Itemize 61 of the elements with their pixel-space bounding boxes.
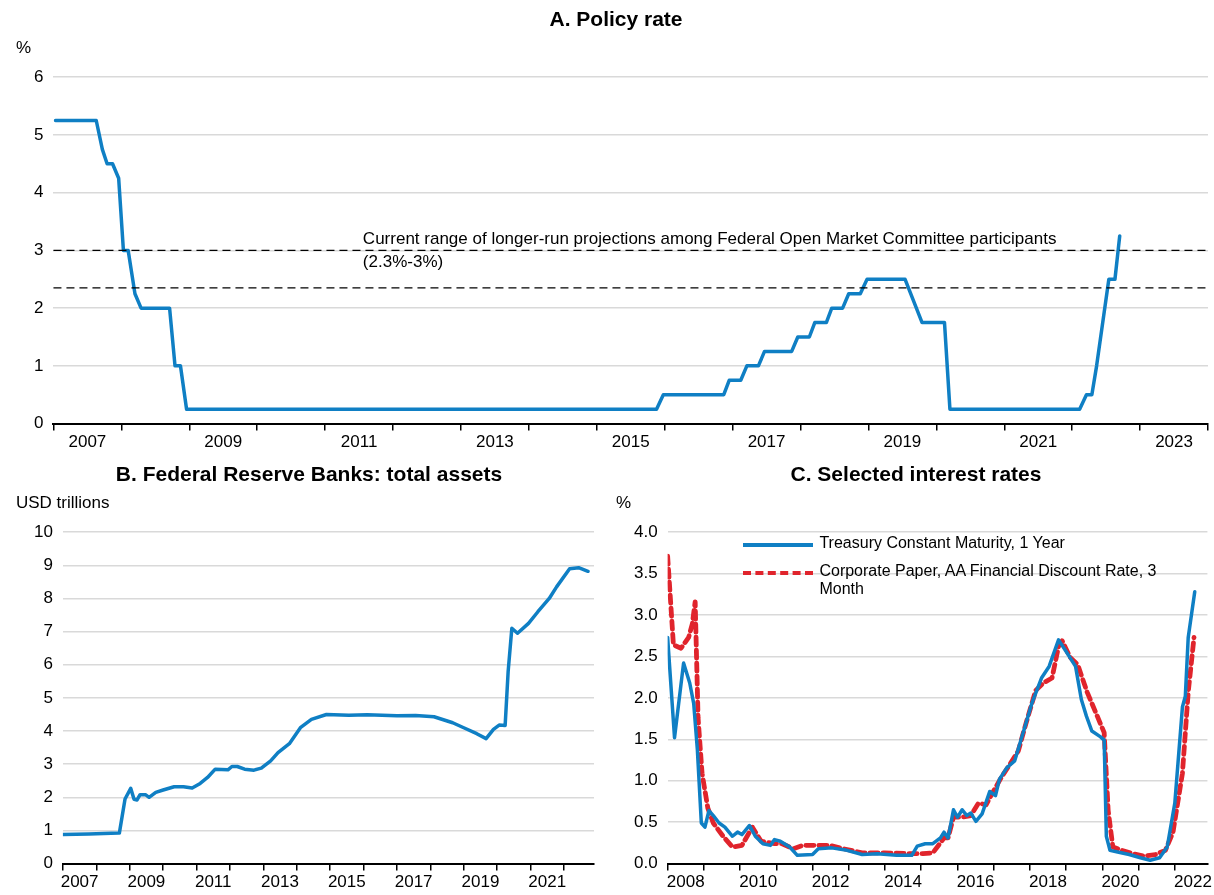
- y-axis-title: USD trillions: [16, 493, 110, 513]
- y-tick-label: 9: [43, 555, 53, 575]
- y-tick-label: 7: [43, 621, 53, 641]
- y-tick-label: 3: [43, 753, 53, 773]
- x-tick-label: 2007: [60, 872, 99, 892]
- chart-title: C. Selected interest rates: [790, 462, 1042, 486]
- y-tick-label: 1.5: [633, 729, 658, 749]
- y-tick-label: 0: [43, 853, 53, 873]
- x-tick-label: 2013: [261, 872, 299, 892]
- y-tick-label: 6: [33, 66, 44, 86]
- x-tick-label: 2017: [394, 872, 433, 892]
- x-tick-label: 2015: [327, 872, 366, 892]
- annotation: Current range of longer-run projections among Federal Open Market Committee participants (2.3%-3%): [362, 229, 1057, 272]
- y-tick-label: 0: [33, 413, 44, 433]
- y-axis-title: %: [616, 493, 632, 513]
- y-tick-label: 1: [43, 820, 53, 840]
- y-tick-label: 2.5: [633, 646, 658, 666]
- x-tick-label: 2008: [666, 872, 705, 892]
- x-tick-label: 2009: [204, 432, 243, 452]
- y-tick-label: 1.0: [633, 770, 658, 790]
- chart-title: A. Policy rate: [549, 7, 683, 31]
- y-tick-label: 3.5: [633, 563, 658, 583]
- x-tick-label: 2022: [1174, 872, 1212, 892]
- x-tick-label: 2014: [884, 872, 923, 892]
- x-tick-label: 2016: [956, 872, 995, 892]
- y-tick-label: 10: [33, 521, 53, 541]
- x-tick-label: 2007: [68, 432, 107, 452]
- y-tick-label: 1: [33, 355, 44, 375]
- x-tick-label: 2010: [739, 872, 778, 892]
- y-tick-label: 0.5: [633, 811, 658, 831]
- x-tick-label: 2012: [811, 872, 850, 892]
- x-tick-label: 2017: [747, 432, 786, 452]
- legend-label: Corporate Paper, AA Financial Discount Rate, 3 Month: [819, 562, 1158, 599]
- x-tick-label: 2019: [461, 872, 500, 892]
- y-tick-label: 3: [33, 240, 44, 260]
- x-tick-label: 2011: [340, 432, 378, 452]
- y-tick-label: 5: [43, 687, 53, 707]
- y-tick-label: 2: [33, 297, 44, 317]
- y-tick-label: 0.0: [633, 853, 658, 873]
- x-tick-label: 2021: [1019, 432, 1058, 452]
- chart-title: B. Federal Reserve Banks: total assets: [115, 462, 503, 486]
- y-tick-label: 8: [43, 588, 53, 608]
- y-tick-label: 4: [33, 182, 44, 202]
- y-tick-label: 4.0: [633, 521, 658, 541]
- y-tick-label: 2.0: [633, 687, 658, 707]
- x-tick-label: 2013: [475, 432, 514, 452]
- y-tick-label: 2: [43, 787, 53, 807]
- x-tick-label: 2011: [194, 872, 232, 892]
- x-tick-label: 2015: [611, 432, 650, 452]
- x-tick-label: 2019: [883, 432, 922, 452]
- y-tick-label: 5: [33, 124, 44, 144]
- x-tick-label: 2018: [1029, 872, 1067, 892]
- x-tick-label: 2021: [528, 872, 567, 892]
- x-tick-label: 2009: [127, 872, 166, 892]
- y-tick-label: 6: [43, 654, 53, 674]
- y-axis-title: %: [16, 38, 32, 58]
- y-tick-label: 4: [43, 720, 53, 740]
- y-tick-label: 3.0: [633, 604, 658, 624]
- x-tick-label: 2023: [1155, 432, 1193, 452]
- x-tick-label: 2020: [1101, 872, 1140, 892]
- legend-label: Treasury Constant Maturity, 1 Year: [819, 534, 1065, 553]
